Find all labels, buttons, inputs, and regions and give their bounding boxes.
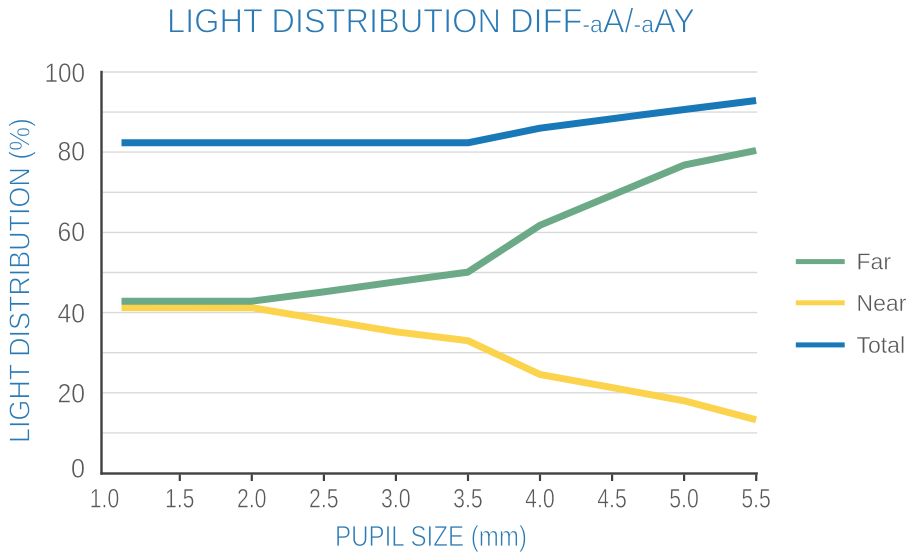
svg-text:5.0: 5.0 xyxy=(669,484,699,514)
svg-text:LIGHT DISTRIBUTION DIFF-aA/-aA: LIGHT DISTRIBUTION DIFF-aA/-aAY xyxy=(167,3,695,41)
svg-text:0: 0 xyxy=(71,454,85,484)
svg-text:20: 20 xyxy=(58,378,86,408)
svg-text:4.5: 4.5 xyxy=(597,484,627,514)
svg-text:PUPIL SIZE (mm): PUPIL SIZE (mm) xyxy=(335,521,527,552)
svg-text:Far: Far xyxy=(857,248,892,274)
svg-text:80: 80 xyxy=(58,137,86,167)
svg-text:2.5: 2.5 xyxy=(309,484,339,514)
svg-text:LIGHT DISTRIBUTION (%): LIGHT DISTRIBUTION (%) xyxy=(5,118,37,443)
svg-text:1.0: 1.0 xyxy=(90,484,120,514)
svg-text:5.5: 5.5 xyxy=(741,484,771,514)
svg-text:40: 40 xyxy=(58,298,86,328)
svg-text:Total: Total xyxy=(857,332,906,358)
svg-text:3.5: 3.5 xyxy=(453,484,483,514)
svg-text:2.0: 2.0 xyxy=(237,484,267,514)
svg-text:1.5: 1.5 xyxy=(165,484,195,514)
svg-text:60: 60 xyxy=(58,217,86,247)
svg-text:Near: Near xyxy=(857,290,907,316)
svg-text:100: 100 xyxy=(45,58,86,88)
svg-text:4.0: 4.0 xyxy=(525,484,555,514)
svg-text:3.0: 3.0 xyxy=(381,484,411,514)
